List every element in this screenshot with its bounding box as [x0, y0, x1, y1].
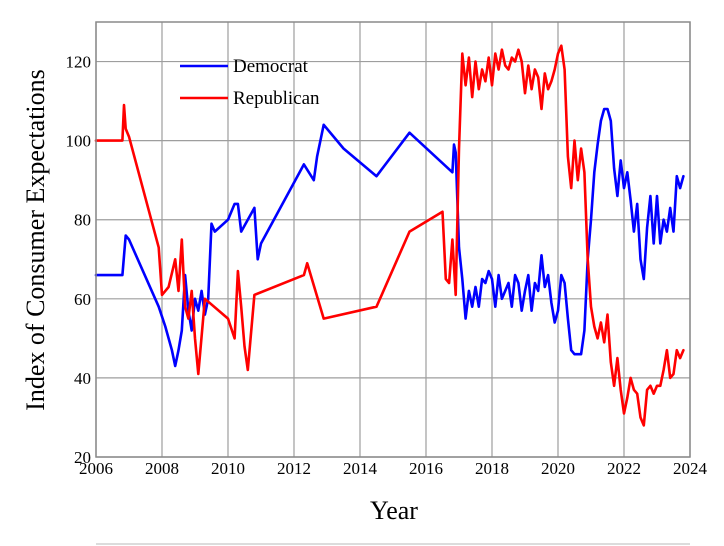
- y-tick-label: 100: [66, 132, 92, 151]
- x-axis-title: Year: [370, 496, 418, 525]
- series-line-republican: [94, 44, 685, 427]
- legend-label-republican: Republican: [233, 88, 320, 109]
- x-tick-label: 2022: [607, 459, 641, 478]
- x-axis-ticks: 2006 2008 2010 2012 2014 2016 2018 2020 2022 2024: [79, 459, 708, 478]
- grid-lines: [95, 22, 691, 458]
- y-tick-label: 20: [74, 448, 91, 467]
- y-tick-label: 120: [66, 53, 92, 72]
- y-tick-label: 40: [74, 369, 91, 388]
- x-tick-label: 2018: [475, 459, 509, 478]
- x-tick-label: 2014: [343, 459, 378, 478]
- series-line-democrat: [94, 107, 685, 368]
- x-tick-label: 2016: [409, 459, 443, 478]
- plot-frame: [95, 21, 691, 458]
- y-tick-label: 60: [74, 290, 91, 309]
- series-layer: [94, 44, 685, 427]
- x-tick-label: 2010: [211, 459, 245, 478]
- legend-label-democrat: Democrat: [233, 56, 309, 77]
- x-tick-label: 2024: [673, 459, 708, 478]
- x-tick-label: 2020: [541, 459, 575, 478]
- y-axis-title: Index of Consumer Expectations: [21, 69, 50, 411]
- x-tick-label: 2006: [79, 459, 113, 478]
- y-axis-ticks: 20 40 60 80 100 120: [66, 53, 92, 467]
- y-tick-label: 80: [74, 211, 91, 230]
- x-tick-label: 2008: [145, 459, 179, 478]
- legend: Democrat Republican: [180, 56, 320, 109]
- x-tick-label: 2012: [277, 459, 311, 478]
